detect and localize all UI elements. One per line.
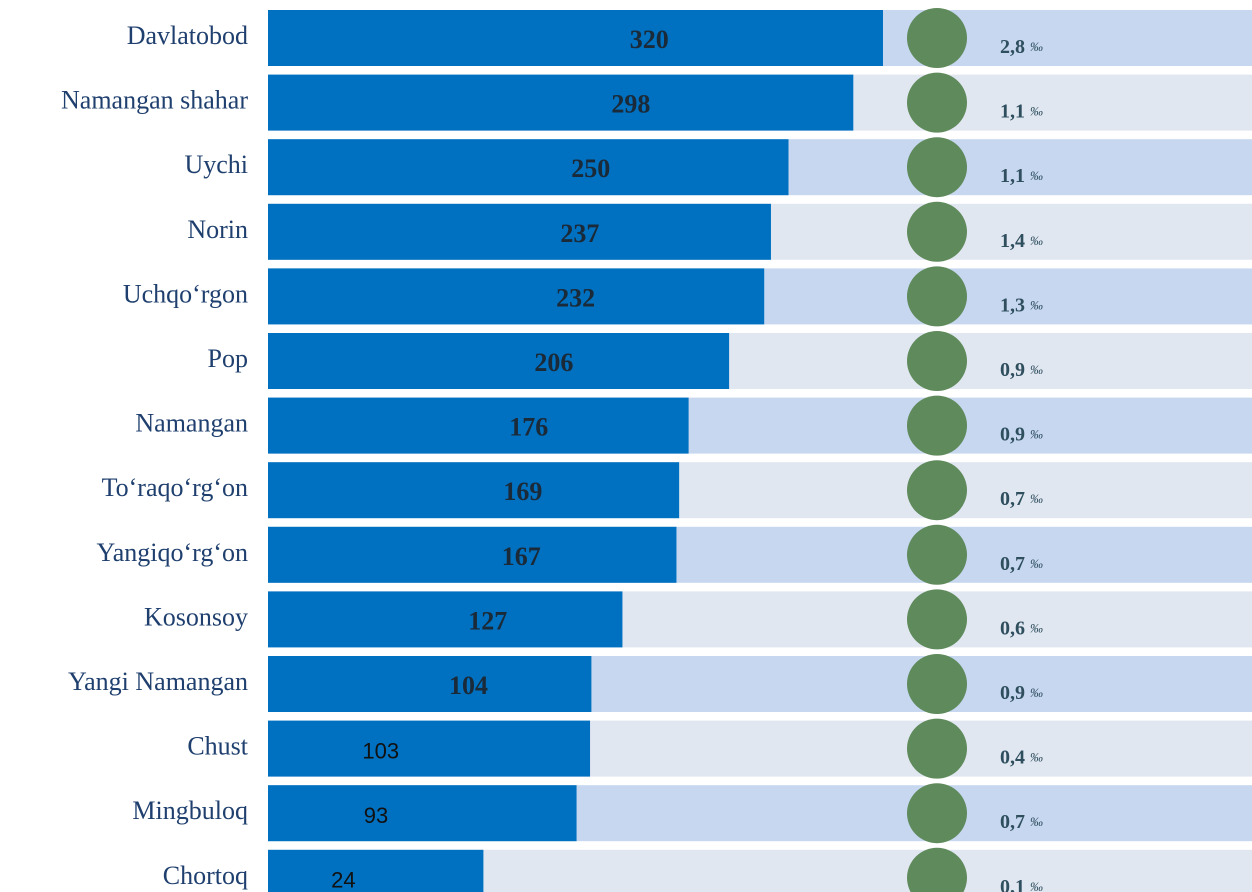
value-label: 104: [449, 671, 488, 700]
category-label: Uchqo‘rgon: [123, 279, 248, 308]
rate-unit: ‰: [1030, 297, 1043, 312]
rate-unit: ‰: [1030, 685, 1043, 700]
rate-label: 0,9 ‰: [1000, 682, 1043, 704]
value-label: 93: [364, 803, 388, 828]
value-label: 127: [468, 606, 507, 635]
marker-circle: [907, 460, 967, 521]
rate-unit: ‰: [1030, 814, 1043, 829]
bar: [268, 10, 883, 66]
bar: [268, 591, 623, 648]
rate-label: 1,4 ‰: [1000, 229, 1043, 251]
rate-unit: ‰: [1030, 233, 1043, 248]
category-label: Namangan shahar: [61, 86, 248, 115]
bar: [268, 462, 680, 519]
rate-label: 0,1 ‰: [1000, 875, 1043, 892]
rate-label: 1,3 ‰: [1000, 294, 1043, 316]
category-label: To‘raqo‘rg‘on: [102, 473, 248, 502]
rate-unit: ‰: [1030, 362, 1043, 377]
rate-unit: ‰: [1030, 620, 1043, 635]
rate-label: 0,9 ‰: [1000, 359, 1043, 381]
rate-label: 1,1 ‰: [1000, 165, 1043, 187]
value-label: 237: [560, 219, 599, 248]
bar: [268, 74, 854, 131]
marker-circle: [907, 847, 967, 892]
category-label: Kosonsoy: [144, 602, 248, 631]
rate-value: 0,9: [1000, 682, 1025, 704]
rate-value: 0,7: [1000, 811, 1025, 833]
rate-value: 2,8: [1000, 36, 1025, 58]
value-label: 103: [362, 738, 399, 763]
value-label: 232: [556, 283, 595, 312]
rate-value: 0,1: [1000, 875, 1025, 892]
value-label: 206: [534, 348, 573, 377]
rate-unit: ‰: [1030, 104, 1043, 119]
marker-circle: [907, 8, 967, 68]
rate-unit: ‰: [1030, 879, 1043, 892]
marker-circle: [907, 395, 967, 456]
marker-circle: [907, 524, 967, 585]
marker-circle: [907, 201, 967, 262]
value-label: 176: [509, 413, 548, 442]
value-label: 24: [331, 868, 355, 892]
rate-unit: ‰: [1030, 556, 1043, 571]
marker-circle: [907, 654, 967, 714]
value-label: 320: [630, 25, 669, 54]
rate-value: 0,4: [1000, 746, 1025, 768]
category-label: Davlatobod: [127, 21, 248, 50]
marker-circle: [907, 718, 967, 779]
bar: [268, 139, 789, 196]
rate-value: 1,1: [1000, 165, 1025, 187]
rate-value: 1,4: [1000, 229, 1025, 251]
rate-value: 1,3: [1000, 294, 1025, 316]
rate-unit: ‰: [1030, 427, 1043, 442]
bar: [268, 526, 677, 583]
value-label: 169: [503, 477, 542, 506]
category-label: Yangiqo‘rg‘on: [97, 538, 248, 567]
rate-unit: ‰: [1030, 39, 1043, 54]
bar: [268, 333, 730, 389]
category-label: Norin: [187, 215, 248, 244]
marker-circle: [907, 783, 967, 844]
rate-unit: ‰: [1030, 168, 1043, 183]
category-label: Uychi: [184, 150, 248, 179]
category-label: Mingbuloq: [132, 796, 248, 825]
category-label: Yangi Namangan: [68, 667, 248, 696]
rate-label: 1,1 ‰: [1000, 100, 1043, 122]
rate-label: 0,7 ‰: [1000, 488, 1043, 510]
rate-value: 1,1: [1000, 100, 1025, 122]
bar: [268, 720, 591, 777]
marker-circle: [907, 266, 967, 327]
rate-value: 0,9: [1000, 359, 1025, 381]
rate-value: 0,7: [1000, 488, 1025, 510]
value-label: 167: [502, 542, 541, 571]
marker-circle: [907, 137, 967, 198]
rate-label: 2,8 ‰: [1000, 36, 1043, 58]
category-label: Chust: [187, 732, 248, 761]
bar: [268, 849, 484, 892]
bar: [268, 656, 592, 712]
rate-unit: ‰: [1030, 750, 1043, 765]
value-label: 298: [611, 90, 650, 119]
bar: [268, 397, 689, 454]
rate-value: 0,6: [1000, 617, 1025, 639]
category-label: Namangan: [135, 409, 248, 438]
value-label: 250: [571, 154, 610, 183]
bar: [268, 785, 577, 842]
bar: [268, 203, 771, 260]
category-label: Chortoq: [163, 861, 248, 890]
rate-label: 0,6 ‰: [1000, 617, 1043, 639]
rate-label: 0,7 ‰: [1000, 552, 1043, 574]
rate-label: 0,7 ‰: [1000, 811, 1043, 833]
rate-unit: ‰: [1030, 491, 1043, 506]
bar: [268, 268, 765, 325]
marker-circle: [907, 589, 967, 650]
rate-value: 0,9: [1000, 423, 1025, 445]
rate-label: 0,9 ‰: [1000, 423, 1043, 445]
category-label: Pop: [208, 344, 248, 373]
rate-label: 0,4 ‰: [1000, 746, 1043, 768]
marker-circle: [907, 72, 967, 133]
rate-value: 0,7: [1000, 552, 1025, 574]
marker-circle: [907, 331, 967, 391]
